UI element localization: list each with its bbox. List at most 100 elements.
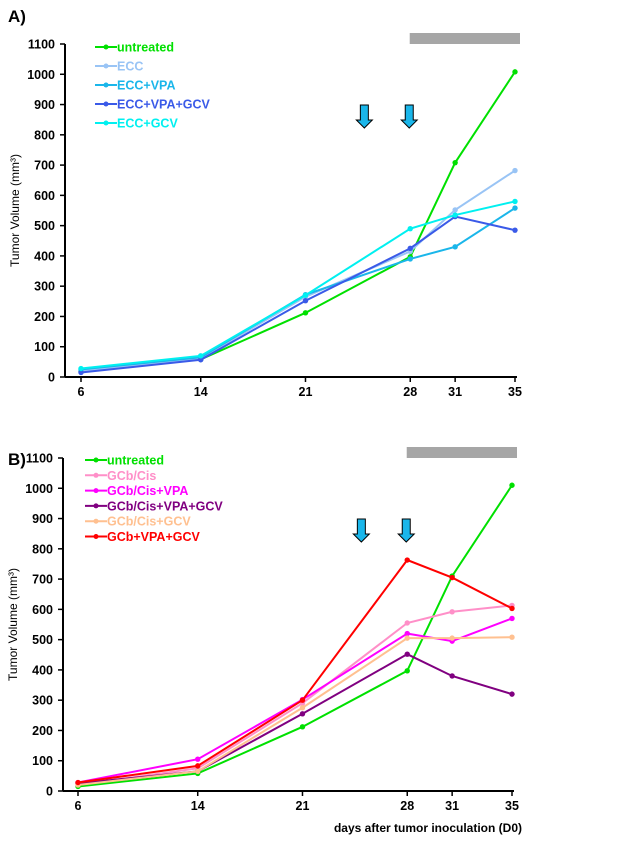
data-point [509,615,515,622]
data-point [195,756,201,762]
data-point [302,298,309,304]
legend-marker [93,488,99,494]
legend-label: untreated [117,41,174,55]
legend-label: ECC+VPA+GCV [117,98,211,112]
legend-label: GCb/Cis+VPA [107,484,188,498]
x-tick-label: 28 [400,799,414,813]
data-point [512,69,518,75]
data-point [449,635,455,641]
series-line [77,484,513,788]
legend-label: GCb/Cis+GCV [107,515,191,529]
x-tick-label: 6 [75,799,82,813]
series-line [77,558,513,784]
y-axis-label: Tumor Volume (mm³) [6,568,20,681]
data-point [509,634,515,640]
data-point [195,768,201,775]
panel-a: A) 0 100 200 300 400 500 600 700 800 900 1000 1100 6 1… [8,7,522,399]
series-line [80,207,516,371]
x-tick-label: 35 [505,799,519,813]
series-line [77,653,513,785]
y-tick-label: 0 [48,371,55,385]
legend-marker [93,518,99,524]
data-point [302,310,309,316]
treatment-period-bar [406,447,517,458]
y-tick-label: 700 [32,573,53,587]
series-line [80,200,516,370]
y-tick-label: 500 [34,219,55,233]
panel-label: A) [8,7,26,26]
data-point [407,256,413,262]
legend-label: GCb+VPA+GCV [107,530,201,544]
data-point [404,668,410,674]
x-tick-label: 14 [194,385,208,399]
data-point [512,198,518,205]
data-point [78,365,84,372]
data-point [198,353,204,359]
y-tick-label: 100 [34,340,55,354]
series-ecc-gcv: ECC+GCV [78,117,518,372]
y-axis-label: Tumor Volume (mm³) [8,154,22,267]
series-line [77,617,513,784]
legend-marker [103,120,109,126]
legend-marker [103,44,109,50]
data-point [195,763,201,769]
data-point [449,609,455,615]
treatment-period-bar [409,33,520,44]
legend-marker [93,534,99,539]
y-tick-label: 800 [34,128,55,142]
y-tick-label: 600 [34,189,55,203]
x-tick-label: 28 [403,385,417,399]
y-tick-label: 1100 [28,38,55,52]
series-line [77,604,513,786]
data-point [449,673,455,679]
down-arrow-icon [400,104,419,129]
y-tick-label: 1000 [25,482,53,496]
data-point [404,620,410,626]
y-tick-label: 300 [34,280,55,294]
data-point [512,167,518,174]
y-tick-label: 800 [32,542,53,556]
data-point [299,711,306,717]
y-tick-label: 0 [46,785,53,799]
y-tick-label: 400 [32,663,53,677]
series-gcb-vpa-gcv: GCb+VPA+GCV [75,530,515,786]
data-point [452,159,458,166]
x-tick-label: 21 [296,799,310,813]
data-point [509,691,515,697]
x-tick-label: 14 [191,799,205,813]
y-tick-label: 900 [34,98,55,112]
y-tick-label: 300 [32,694,53,708]
data-point [449,574,455,581]
legend-label: ECC [117,60,143,74]
y-tick-label: 700 [34,159,55,173]
data-point [407,225,413,232]
data-point [299,697,306,703]
series-line [80,169,516,372]
x-tick-label: 31 [445,799,459,813]
legend-label: untreated [107,454,164,468]
legend-label: GCb/Cis+VPA+GCV [107,499,223,513]
legend-marker [103,82,109,88]
data-point [404,635,410,641]
legend-label: GCb/Cis [107,469,156,483]
data-point [404,630,410,637]
down-arrow-icon [355,104,374,129]
data-point [299,724,306,730]
legend-marker [93,472,99,478]
x-axis-label: days after tumor inoculation (D0) [334,821,522,835]
x-tick-label: 6 [78,385,85,399]
legend-marker [93,503,99,509]
y-tick-label: 400 [34,249,55,263]
data-point [509,482,515,488]
data-point [75,779,81,786]
data-point [299,705,306,711]
panel-b: B) 0 100 200 300 400 500 600 700 800 900 1000 1100 6 1… [6,447,522,835]
y-tick-label: 600 [32,603,53,617]
y-tick-label: 900 [32,512,53,526]
data-point [404,651,410,657]
legend-marker [93,457,99,463]
y-tick-label: 1000 [27,68,55,82]
down-arrow-icon [397,518,416,543]
legend-label: ECC+VPA [117,79,175,93]
